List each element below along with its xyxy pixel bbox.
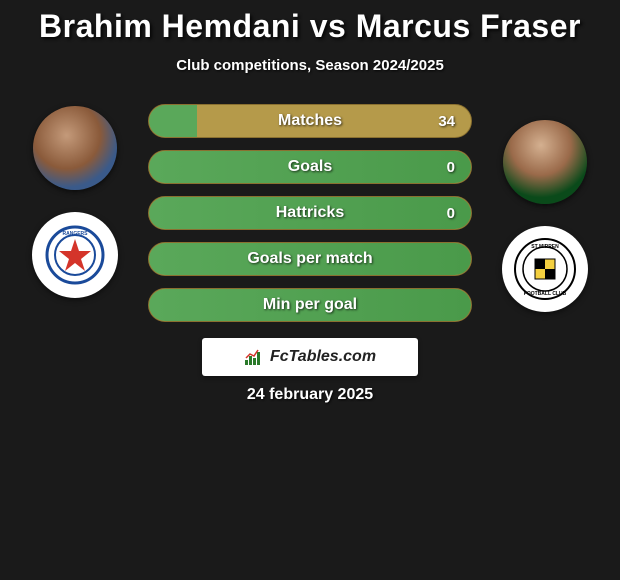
stat-label: Goals per match — [247, 250, 372, 268]
player-right-column: ST MIRREN FOOTBALL CLUB — [490, 102, 600, 312]
stat-label: Goals — [288, 158, 332, 176]
stat-pill: Goals per match — [148, 242, 472, 276]
stat-label: Min per goal — [263, 296, 357, 314]
club-left-badge: RANGERS — [32, 212, 118, 298]
stmirren-badge-icon: ST MIRREN FOOTBALL CLUB — [513, 237, 577, 301]
stat-value: 0 — [447, 159, 455, 176]
page-title: Brahim Hemdani vs Marcus Fraser — [0, 8, 620, 45]
brand-logo-box: FcTables.com — [202, 338, 418, 376]
stat-pill: Goals 0 — [148, 150, 472, 184]
stat-pill: Min per goal — [148, 288, 472, 322]
player-left-avatar — [33, 106, 117, 190]
rangers-badge-icon: RANGERS — [45, 225, 105, 285]
svg-text:RANGERS: RANGERS — [62, 231, 88, 237]
stat-value: 34 — [438, 113, 455, 130]
infographic-container: Brahim Hemdani vs Marcus Fraser Club com… — [0, 0, 620, 404]
stat-label: Hattricks — [276, 204, 344, 222]
stat-fill — [149, 105, 197, 137]
stats-column: Matches 34 Goals 0 Hattricks 0 Goals per match… — [130, 102, 490, 322]
stat-pill: Hattricks 0 — [148, 196, 472, 230]
player-right-avatar — [503, 120, 587, 204]
stat-pill: Matches 34 — [148, 104, 472, 138]
player-left-column: RANGERS — [20, 102, 130, 298]
stat-value: 0 — [447, 205, 455, 222]
main-row: RANGERS Matches 34 Goals 0 Hattricks 0 Goals p… — [0, 102, 620, 322]
svg-text:ST MIRREN: ST MIRREN — [531, 244, 559, 250]
bars-icon — [244, 348, 264, 366]
date-text: 24 february 2025 — [0, 386, 620, 404]
club-right-badge: ST MIRREN FOOTBALL CLUB — [502, 226, 588, 312]
stat-label: Matches — [278, 112, 342, 130]
svg-text:FOOTBALL CLUB: FOOTBALL CLUB — [524, 291, 567, 297]
brand-text: FcTables.com — [270, 348, 376, 366]
subtitle: Club competitions, Season 2024/2025 — [0, 57, 620, 74]
